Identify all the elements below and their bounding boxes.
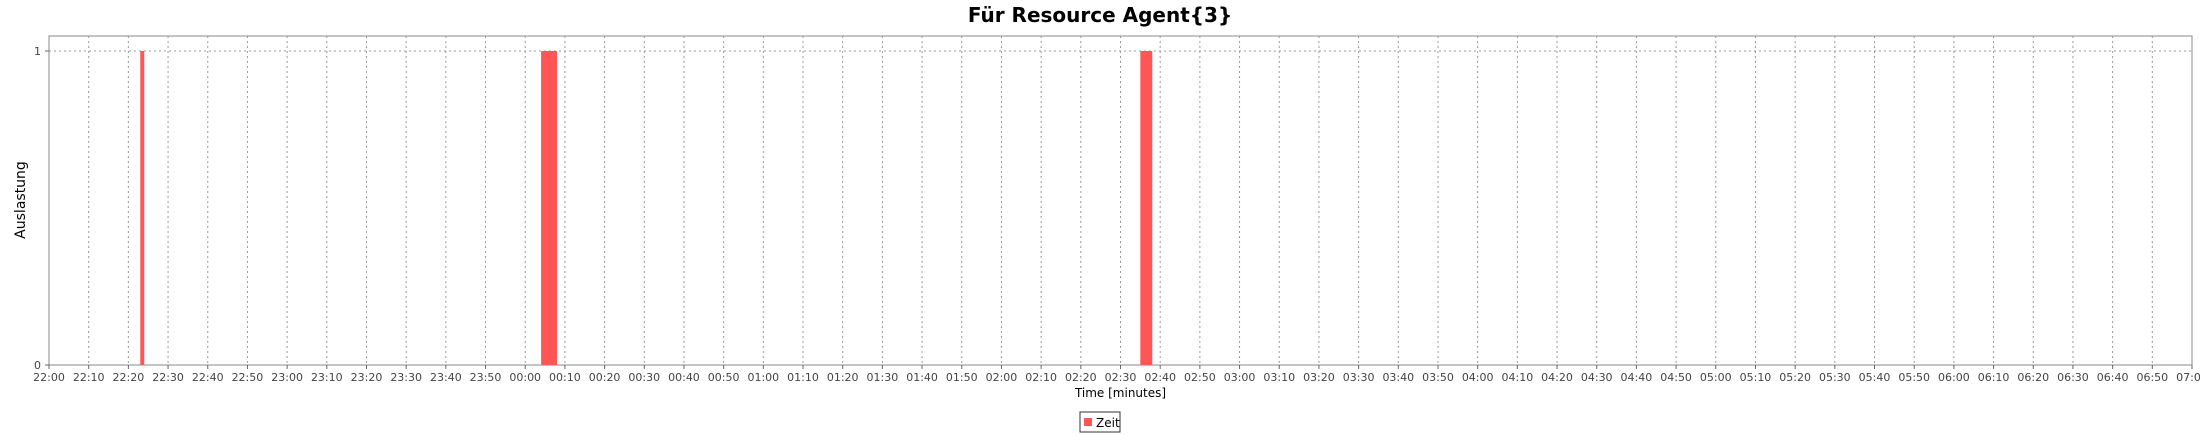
legend: Zeit <box>1079 411 1121 433</box>
x-tick-label: 00:20 <box>589 371 621 384</box>
x-tick-label: 05:40 <box>1859 371 1891 384</box>
x-tick-label: 06:20 <box>2017 371 2049 384</box>
bar-zeit <box>140 51 145 365</box>
x-tick-label: 03:40 <box>1382 371 1414 384</box>
x-tick-label: 06:30 <box>2057 371 2089 384</box>
x-tick-label: 03:10 <box>1263 371 1295 384</box>
x-tick-label: 03:30 <box>1343 371 1375 384</box>
grid-lines <box>49 36 2192 365</box>
x-tick-label: 02:50 <box>1184 371 1216 384</box>
x-tick-label: 02:20 <box>1065 371 1097 384</box>
x-tick-label: 00:10 <box>549 371 581 384</box>
x-tick-label: 22:40 <box>192 371 224 384</box>
x-tick-label: 04:00 <box>1462 371 1494 384</box>
x-tick-label: 06:10 <box>1978 371 2010 384</box>
chart-title: Für Resource Agent{3} <box>968 3 1232 27</box>
y-tick-label: 0 <box>34 359 41 372</box>
x-axis-ticks: 22:00 22:10 22:20 22:30 22:40 22:50 23:00 23:10… <box>33 365 2200 384</box>
x-tick-label: 05:10 <box>1740 371 1772 384</box>
x-tick-label: 01:10 <box>787 371 819 384</box>
bar-zeit <box>1140 51 1153 365</box>
x-tick-label: 06:50 <box>2136 371 2168 384</box>
x-tick-label: 22:10 <box>73 371 105 384</box>
x-axis-label: Time [minutes] <box>1074 386 1166 400</box>
x-tick-label: 23:00 <box>271 371 303 384</box>
x-tick-label: 05:30 <box>1819 371 1851 384</box>
x-tick-label: 02:40 <box>1144 371 1176 384</box>
y-axis-label: Auslastung <box>13 161 29 239</box>
x-tick-label: 01:50 <box>946 371 978 384</box>
bars <box>140 51 1153 365</box>
x-tick-label: 00:00 <box>509 371 541 384</box>
x-tick-label: 06:40 <box>2097 371 2129 384</box>
x-tick-label: 04:10 <box>1502 371 1534 384</box>
x-tick-label: 03:00 <box>1224 371 1256 384</box>
bar-zeit <box>541 51 557 365</box>
x-tick-label: 05:00 <box>1700 371 1732 384</box>
x-tick-label: 00:30 <box>628 371 660 384</box>
legend-swatch-zeit <box>1084 418 1092 426</box>
x-tick-label: 05:20 <box>1779 371 1811 384</box>
x-tick-label: 22:50 <box>232 371 264 384</box>
x-tick-label: 03:20 <box>1303 371 1335 384</box>
legend-label-zeit: Zeit <box>1096 416 1120 430</box>
x-tick-label: 23:50 <box>470 371 502 384</box>
x-tick-label: 23:10 <box>311 371 343 384</box>
x-tick-label: 02:10 <box>1025 371 1057 384</box>
y-tick-label: 1 <box>34 45 41 58</box>
x-tick-label: 03:50 <box>1422 371 1454 384</box>
x-tick-label: 04:20 <box>1541 371 1573 384</box>
x-tick-label: 00:50 <box>708 371 740 384</box>
x-tick-label: 04:50 <box>1660 371 1692 384</box>
x-tick-label: 23:20 <box>351 371 383 384</box>
y-axis-ticks: 01 <box>34 45 49 372</box>
plot-area <box>48 35 2193 366</box>
x-tick-label: 22:30 <box>152 371 184 384</box>
x-tick-label: 07:00 <box>2176 371 2200 384</box>
x-tick-label: 01:30 <box>867 371 899 384</box>
x-tick-label: 02:00 <box>986 371 1018 384</box>
x-tick-label: 02:30 <box>1105 371 1137 384</box>
x-tick-label: 01:20 <box>827 371 859 384</box>
x-tick-label: 22:00 <box>33 371 65 384</box>
x-tick-label: 01:00 <box>747 371 779 384</box>
x-tick-label: 04:30 <box>1581 371 1613 384</box>
x-tick-label: 05:50 <box>1898 371 1930 384</box>
x-tick-label: 04:40 <box>1621 371 1653 384</box>
x-tick-label: 23:30 <box>390 371 422 384</box>
x-tick-label: 01:40 <box>906 371 938 384</box>
x-tick-label: 22:20 <box>113 371 145 384</box>
legend-box <box>1079 411 1121 433</box>
x-tick-label: 23:40 <box>430 371 462 384</box>
x-tick-label: 00:40 <box>668 371 700 384</box>
x-tick-label: 06:00 <box>1938 371 1970 384</box>
